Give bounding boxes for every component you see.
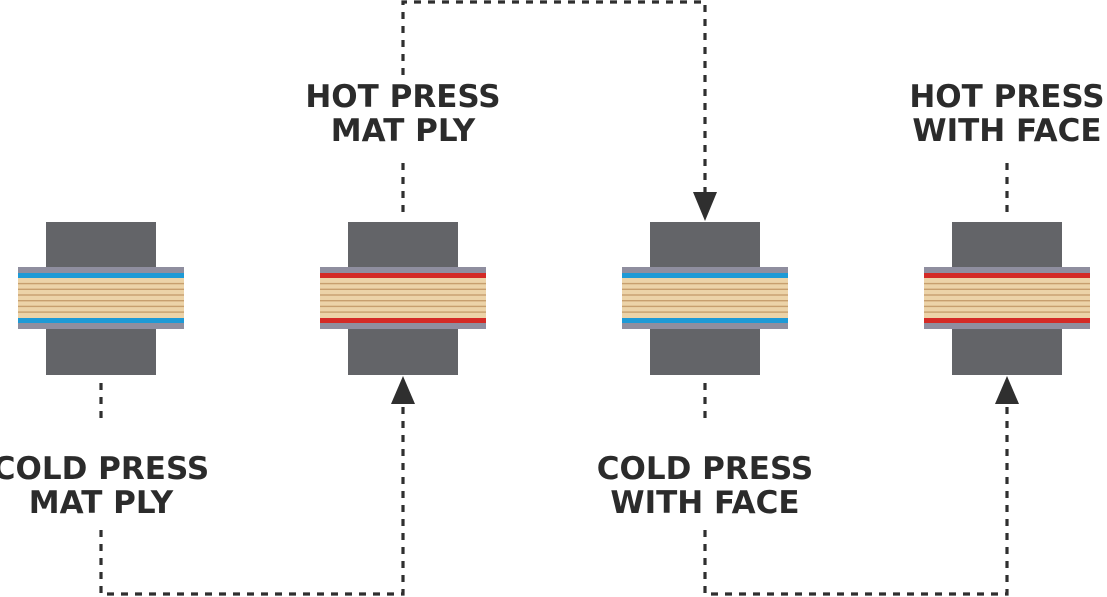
veneer-layer-line (924, 311, 1090, 313)
bottom-release-film (622, 318, 788, 323)
top-press-plate (348, 222, 458, 268)
top-caul-plate (18, 267, 184, 273)
veneer-layer-line (320, 288, 486, 290)
press-assemblies (18, 222, 1090, 375)
arrow-head-up (391, 376, 415, 404)
label-line-2: WITH FACE (610, 485, 800, 521)
veneer-layer-line (18, 282, 184, 285)
veneer-layer-line (924, 294, 1090, 296)
top-release-film (622, 273, 788, 278)
veneer-layer-line (320, 294, 486, 296)
label-line-1: COLD PRESS (596, 451, 814, 487)
veneer-layer-line (622, 282, 788, 285)
veneer-stack (924, 278, 1090, 318)
top-caul-plate (320, 267, 486, 273)
veneer-layer-line (622, 294, 788, 296)
veneer-layer-line (18, 300, 184, 302)
label-line-2: MAT PLY (28, 485, 174, 521)
veneer-layer-line (18, 305, 184, 308)
label-cold-press-with-face: COLD PRESS WITH FACE (590, 451, 820, 521)
veneer-layer-line (924, 305, 1090, 308)
connector-hot-mat-to-cold-face (401, 0, 707, 192)
veneer-layer-line (320, 282, 486, 285)
label-hot-press-with-face: HOT PRESS WITH FACE (903, 80, 1107, 148)
veneer-stack (622, 278, 788, 318)
veneer-layer-line (622, 311, 788, 313)
press-cold-face (622, 222, 788, 375)
bottom-caul-plate (18, 323, 184, 329)
veneer-stack (18, 278, 184, 318)
veneer-layer-line (924, 282, 1090, 285)
veneer-layer-line (622, 300, 788, 302)
top-press-plate (952, 222, 1062, 268)
veneer-layer-line (622, 288, 788, 290)
label-line-1: HOT PRESS (909, 79, 1105, 115)
bottom-caul-plate (924, 323, 1090, 329)
veneer-layer-line (320, 311, 486, 313)
label-line-1: COLD PRESS (0, 451, 210, 487)
connector-cold-face-to-hot-face (703, 404, 1009, 596)
bottom-caul-plate (622, 323, 788, 329)
veneer-layer-line (18, 288, 184, 290)
arrow-head-up (995, 376, 1019, 404)
label-line-2: MAT PLY (330, 113, 476, 149)
label-line-2: WITH FACE (912, 113, 1102, 149)
veneer-stack (320, 278, 486, 318)
label-hot-press-mat-ply: HOT PRESS MAT PLY (299, 79, 507, 149)
top-caul-plate (924, 267, 1090, 273)
press-hot-mat (320, 222, 486, 375)
veneer-layer-line (18, 311, 184, 313)
veneer-layer-line (622, 305, 788, 308)
top-caul-plate (622, 267, 788, 273)
bottom-press-plate (952, 329, 1062, 375)
veneer-layer-line (320, 305, 486, 308)
connector-cold-mat-to-hot-mat (99, 404, 405, 596)
bottom-release-film (924, 318, 1090, 323)
bottom-press-plate (650, 329, 760, 375)
bottom-caul-plate (320, 323, 486, 329)
veneer-layer-line (924, 300, 1090, 302)
bottom-press-plate (348, 329, 458, 375)
press-hot-face (924, 222, 1090, 375)
label-line-1: HOT PRESS (305, 79, 501, 115)
label-cold-press-mat-ply: COLD PRESS MAT PLY (0, 451, 216, 521)
veneer-layer-line (924, 288, 1090, 290)
bottom-release-film (18, 318, 184, 323)
top-press-plate (650, 222, 760, 268)
flow-connectors (99, 0, 1019, 596)
bottom-release-film (320, 318, 486, 323)
top-press-plate (46, 222, 156, 268)
top-release-film (320, 273, 486, 278)
top-release-film (18, 273, 184, 278)
top-release-film (924, 273, 1090, 278)
veneer-layer-line (18, 294, 184, 296)
arrow-head-down (693, 192, 717, 221)
veneer-layer-line (320, 300, 486, 302)
bottom-press-plate (46, 329, 156, 375)
press-cold-mat (18, 222, 184, 375)
